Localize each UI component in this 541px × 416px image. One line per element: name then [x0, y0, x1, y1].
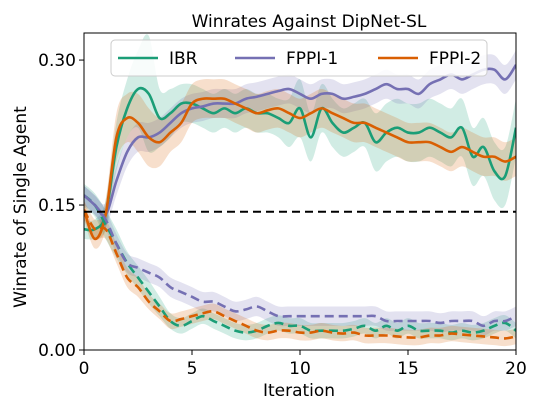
- x-tick-label: 15: [397, 359, 419, 379]
- y-axis-label: Winrate of Single Agent: [11, 106, 31, 308]
- fppi-1-band: [84, 50, 516, 227]
- y-tick-label: 0.15: [38, 196, 76, 216]
- dashed-series-4-band: [84, 185, 516, 336]
- y-tick-label: 0.30: [38, 51, 76, 71]
- legend: IBR FPPI-1 FPPI-2: [110, 39, 488, 77]
- dashed-series-5-band: [84, 200, 516, 347]
- x-tick-label: 5: [187, 359, 198, 379]
- ibr-line: [84, 86, 516, 232]
- y-tick-label: 0.00: [38, 341, 76, 361]
- fppi-2-band: [84, 79, 516, 249]
- legend-label: IBR: [169, 49, 198, 69]
- confidence-bands: [84, 34, 516, 347]
- x-tick-label: 0: [79, 359, 90, 379]
- fppi-1-line: [84, 64, 516, 217]
- dashed-series-3-line: [84, 194, 516, 334]
- legend-label: FPPI-2: [429, 49, 481, 69]
- series-lines: [84, 64, 516, 340]
- legend-label: FPPI-1: [286, 49, 338, 69]
- fppi-2-line: [84, 97, 516, 241]
- dashed-series-4-line: [84, 194, 516, 328]
- x-tick-label: 10: [289, 359, 311, 379]
- axis-ticks: 0 5 10 15 20 0.00 0.15 0.30: [38, 51, 527, 379]
- ibr-band: [84, 34, 516, 240]
- dashed-series-5-line: [84, 209, 516, 340]
- x-axis-label: Iteration: [263, 381, 335, 401]
- x-tick-label: 20: [505, 359, 527, 379]
- chart-title: Winrates Against DipNet-SL: [192, 12, 427, 32]
- legend-box: [110, 39, 488, 77]
